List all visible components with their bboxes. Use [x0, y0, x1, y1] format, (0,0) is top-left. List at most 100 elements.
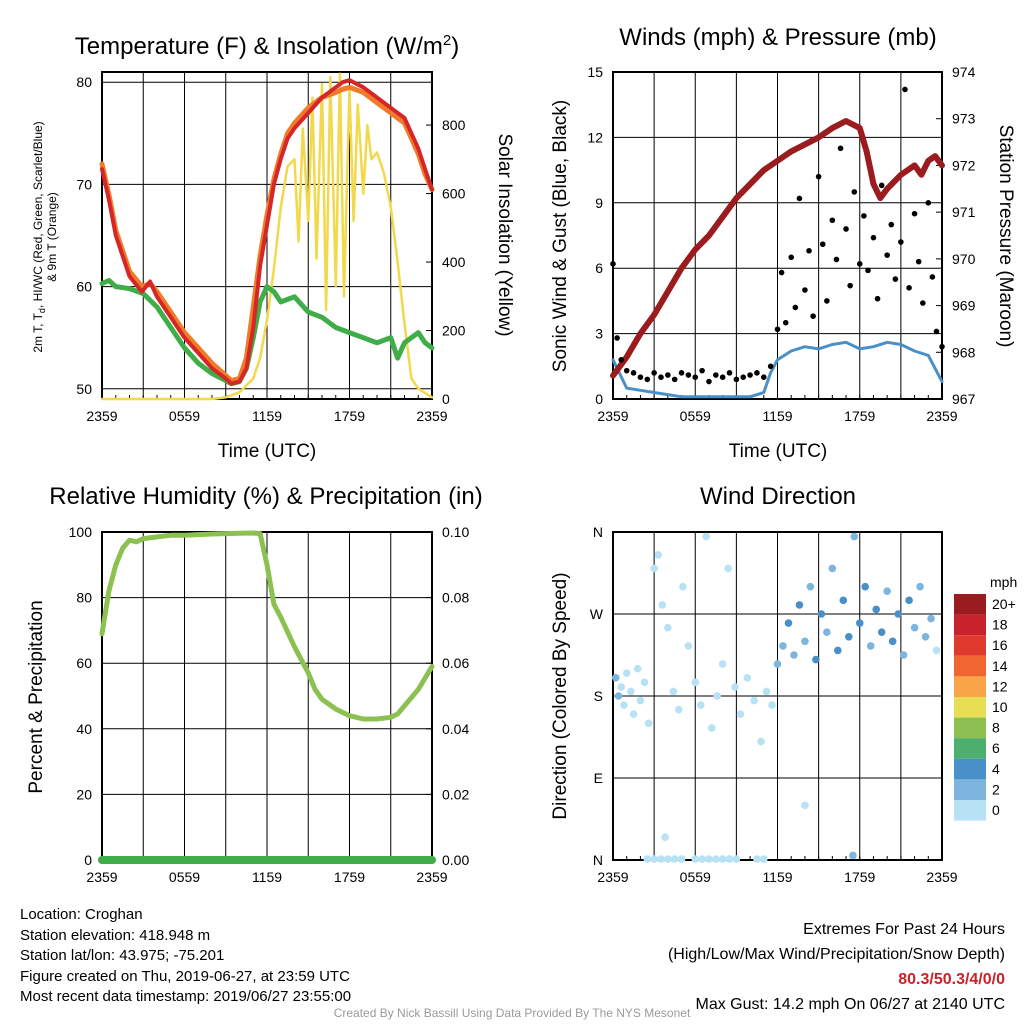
direction-point — [620, 701, 628, 709]
x-tick-label: 2359 — [86, 408, 117, 424]
x-tick-label: 1159 — [762, 869, 792, 885]
direction-point — [743, 673, 752, 682]
direction-point — [611, 673, 620, 682]
direction-point — [654, 550, 663, 559]
x-tick-label: 1759 — [844, 408, 875, 424]
extremes-info: Extremes For Past 24 Hours (High/Low/Max… — [668, 917, 1005, 1017]
direction-point — [677, 855, 686, 863]
gust-point — [774, 326, 781, 333]
humidity-series — [98, 530, 436, 864]
direction-point — [698, 855, 706, 863]
x-tick-label: 0559 — [169, 869, 200, 885]
gust-point — [929, 274, 936, 280]
gust-point — [782, 319, 789, 326]
insolation-ylabel: Solar Insolation (Yellow) — [494, 133, 515, 336]
direction-point — [883, 587, 891, 596]
direction-point — [801, 801, 809, 810]
y2-tick-label: 968 — [952, 344, 976, 360]
gust-point — [906, 285, 912, 291]
direction-point — [910, 623, 919, 632]
direction-point — [905, 596, 913, 605]
humidity-panel: Relative Humidity (%) & Precipitation (i… — [26, 483, 483, 885]
gust-point — [671, 376, 678, 383]
direction-point — [834, 646, 842, 655]
direction-point — [614, 692, 623, 700]
gust-point — [933, 328, 940, 335]
direction-point — [617, 683, 626, 691]
gust-point — [699, 367, 705, 374]
y2-tick-label: 971 — [952, 204, 976, 220]
y-tick-label: W — [590, 606, 604, 622]
gust-point — [760, 374, 767, 381]
gust-point — [865, 267, 871, 274]
gust-point — [618, 356, 625, 363]
y-tick-label: 40 — [76, 721, 92, 737]
direction-point — [629, 710, 638, 719]
gust-point — [810, 313, 816, 319]
direction-point — [773, 660, 782, 668]
direction-point — [861, 582, 870, 591]
colorbar-swatch — [954, 614, 986, 636]
x-tick-label: 2359 — [416, 408, 447, 424]
direction-point — [877, 628, 886, 637]
gust-point — [630, 370, 637, 376]
colorbar-label: 2 — [992, 781, 1000, 797]
direction-point — [784, 619, 793, 627]
direction-point — [795, 601, 804, 609]
direction-point — [670, 855, 679, 863]
direction-point — [759, 855, 768, 863]
colorbar-swatch — [954, 635, 986, 656]
gust-point — [806, 247, 812, 254]
colorbar-swatch — [954, 779, 986, 800]
direction-point — [768, 701, 776, 709]
colorbar-label: 8 — [992, 720, 1000, 736]
x-tick-label: 2359 — [597, 408, 628, 424]
sonic-wind-line — [611, 340, 944, 399]
colorbar-label: 4 — [992, 761, 1000, 777]
x-tick-label: 1159 — [252, 869, 282, 885]
gust-point — [915, 258, 922, 265]
direction-point — [932, 646, 941, 655]
gust-point — [796, 195, 803, 202]
direction-point — [812, 655, 820, 664]
gust-point — [833, 256, 840, 263]
gust-point — [815, 173, 822, 180]
y2-tick-label: 0.00 — [442, 852, 469, 868]
svg-text:2m T, Td, HI/WC (Red, Green, S: 2m T, Td, HI/WC (Red, Green, Scarlet/Blu… — [31, 121, 47, 352]
y2-tick-label: 0.10 — [442, 524, 469, 540]
y2-tick-label: 974 — [952, 64, 976, 80]
y2-tick-label: 969 — [952, 298, 976, 314]
winds-xlabel: Time (UTC) — [729, 441, 828, 462]
gust-point — [939, 343, 945, 350]
humidity-line — [99, 530, 435, 722]
direction-point — [718, 855, 727, 863]
gust-point — [610, 261, 616, 267]
y-tick-label: 12 — [587, 129, 603, 145]
colorbar-unit: mph — [990, 574, 1017, 590]
y-tick-label: 80 — [76, 74, 92, 90]
insolation-line — [100, 72, 434, 401]
gust-point — [837, 145, 844, 152]
direction-point — [636, 696, 645, 705]
y-tick-label: 0 — [84, 852, 92, 868]
credit-line: Created By Nick Bassill Using Data Provi… — [333, 1006, 691, 1020]
y-tick-label: 20 — [76, 786, 92, 802]
colorbar-swatch — [954, 655, 986, 677]
direction-point — [888, 637, 897, 646]
y2-tick-label: 800 — [442, 117, 466, 133]
y2-tick-label: 600 — [442, 186, 466, 202]
gust-point — [747, 372, 753, 378]
direction-point — [644, 719, 653, 728]
direction-point — [927, 614, 935, 623]
gust-point — [658, 374, 664, 381]
y-tick-label: 60 — [76, 279, 92, 295]
plot-border — [101, 71, 433, 400]
gust-point — [767, 363, 774, 370]
direction-point — [790, 651, 798, 659]
gust-point — [778, 269, 785, 276]
direction-point — [750, 696, 758, 705]
gust-point — [614, 335, 620, 341]
direction-point — [849, 851, 857, 860]
direction-point — [732, 855, 741, 863]
direction-point — [661, 833, 669, 842]
